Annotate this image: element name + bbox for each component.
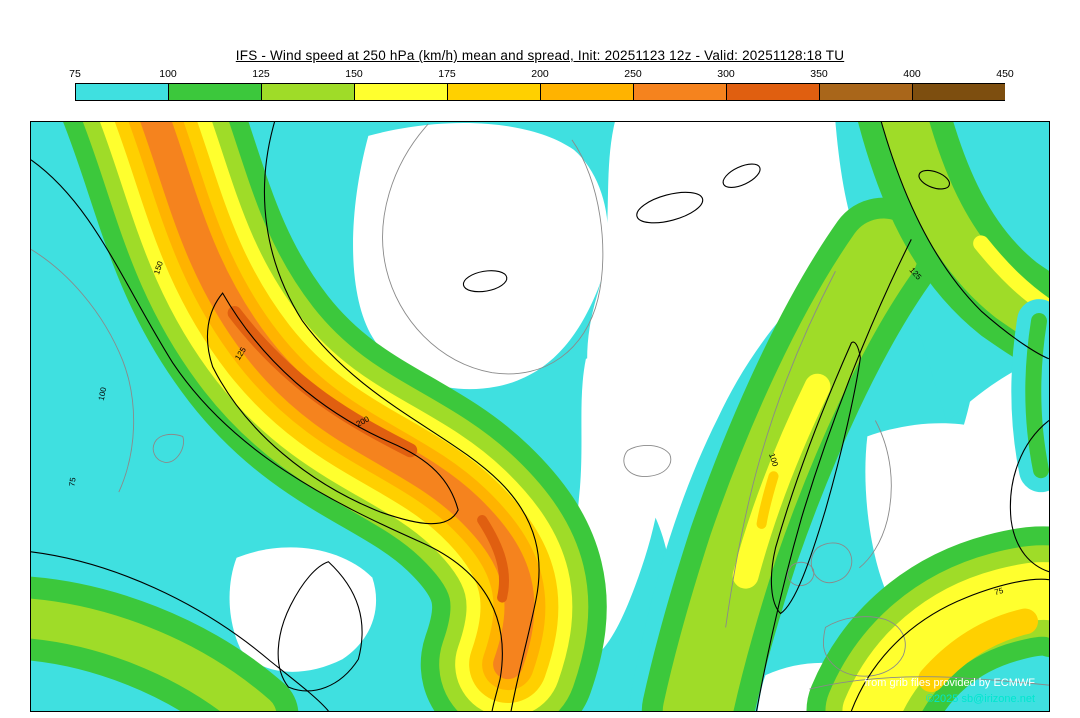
east-edge-band-100 xyxy=(1025,313,1049,479)
scandinavia-jet-band xyxy=(641,197,940,711)
isotach-scandinavia-outer xyxy=(756,239,912,711)
scandinavia-band-175 xyxy=(756,471,779,529)
jet-core-300 xyxy=(227,306,418,458)
isotach-east-edge xyxy=(1009,420,1049,573)
colorbar-swatch xyxy=(819,83,913,101)
credit-copyright: ©2025 sb@irizone.net xyxy=(925,693,1035,705)
colorbar-tick: 175 xyxy=(438,68,456,80)
colorbar-swatch xyxy=(447,83,541,101)
africa-band-150 xyxy=(842,562,1049,711)
africa-band-175 xyxy=(918,608,1039,693)
spread-loop-3 xyxy=(918,169,951,190)
colorbar-swatch xyxy=(261,83,355,101)
calm-region-greenland xyxy=(353,123,609,390)
africa-jet-band xyxy=(806,526,1049,711)
isotach-scandinavia-loop xyxy=(770,341,861,615)
coastline-newfoundland xyxy=(152,433,185,463)
colorbar-swatch xyxy=(168,83,262,101)
jet-secondary-core xyxy=(477,514,510,603)
colorbar-tick: 350 xyxy=(810,68,828,80)
isotach-hook-loop xyxy=(277,561,363,692)
contour-label: 75 xyxy=(67,476,78,487)
colorbar-swatch xyxy=(354,83,448,101)
map-panel: 150 100 125 75 200 100 125 75 from grib … xyxy=(30,121,1050,712)
coastline-britain xyxy=(810,542,853,584)
southwest-band-125 xyxy=(31,598,276,711)
wind-speed-map xyxy=(31,122,1049,711)
colorbar-tick: 75 xyxy=(69,68,81,80)
mean-isotach-contours xyxy=(31,122,1049,711)
coastline-norway xyxy=(725,271,836,628)
atlantic-jet-band xyxy=(63,122,607,711)
colorbar-tick: 100 xyxy=(159,68,177,80)
colorbar-swatch xyxy=(912,83,1005,101)
calm-region-hook-interior xyxy=(229,547,377,672)
coastline-greenland xyxy=(382,123,604,375)
isotach-core-loop xyxy=(206,292,459,525)
isotach-northeast xyxy=(880,122,1049,360)
isotach-inner-west xyxy=(263,122,540,711)
isotach-southwest xyxy=(31,551,329,711)
colorbar-tick: 450 xyxy=(996,68,1014,80)
colorbar-tick: 200 xyxy=(531,68,549,80)
colorbar-tick: 400 xyxy=(903,68,921,80)
coastline-iberia xyxy=(822,616,906,677)
colorbar-tick: 150 xyxy=(345,68,363,80)
isotach-outer-west xyxy=(31,159,503,711)
east-edge-band xyxy=(1011,299,1049,493)
spread-loop-2 xyxy=(722,163,761,188)
colorbar-swatch xyxy=(540,83,634,101)
southwest-jet-band xyxy=(31,576,298,711)
coastline-baltic xyxy=(859,420,892,569)
coastlines xyxy=(31,123,1049,690)
colorbar: 75 100 125 150 175 200 250 300 350 400 4… xyxy=(69,68,1014,106)
spread-loop-1 xyxy=(636,191,704,224)
coastline-ireland xyxy=(786,561,815,587)
colorbar-tick: 250 xyxy=(624,68,642,80)
colorbar-swatches xyxy=(75,83,1005,101)
colorbar-tick: 125 xyxy=(252,68,270,80)
coastline-iceland xyxy=(623,445,672,477)
colorbar-tick: 300 xyxy=(717,68,735,80)
coastline-labrador xyxy=(31,248,135,493)
isotach-africa xyxy=(850,578,1049,711)
colorbar-swatch xyxy=(75,83,169,101)
credit-ecmwf: from grib files provided by ECMWF xyxy=(864,677,1035,689)
jet-band-250 xyxy=(140,122,535,680)
chart-title: IFS - Wind speed at 250 hPa (km/h) mean … xyxy=(235,48,845,63)
coastline-north-africa xyxy=(809,676,1049,690)
colorbar-swatch xyxy=(633,83,727,101)
colorbar-swatch xyxy=(726,83,820,101)
colorbar-ticks: 75 100 125 150 175 200 250 300 350 400 4… xyxy=(69,68,1014,82)
spread-loop-4 xyxy=(462,270,508,293)
